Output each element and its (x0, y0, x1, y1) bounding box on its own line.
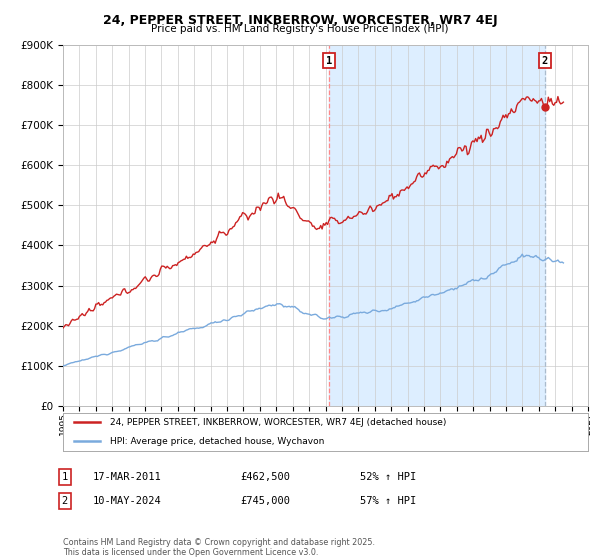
Text: HPI: Average price, detached house, Wychavon: HPI: Average price, detached house, Wych… (110, 437, 325, 446)
Text: Price paid vs. HM Land Registry's House Price Index (HPI): Price paid vs. HM Land Registry's House … (151, 24, 449, 34)
Text: 2: 2 (542, 55, 548, 66)
Text: £745,000: £745,000 (240, 496, 290, 506)
Text: 24, PEPPER STREET, INKBERROW, WORCESTER, WR7 4EJ (detached house): 24, PEPPER STREET, INKBERROW, WORCESTER,… (110, 418, 446, 427)
Text: 10-MAY-2024: 10-MAY-2024 (93, 496, 162, 506)
Text: 52% ↑ HPI: 52% ↑ HPI (360, 472, 416, 482)
Text: 1: 1 (62, 472, 68, 482)
Text: 2: 2 (62, 496, 68, 506)
Text: 1: 1 (326, 55, 332, 66)
Bar (329, 45, 545, 406)
Text: £462,500: £462,500 (240, 472, 290, 482)
Text: 24, PEPPER STREET, INKBERROW, WORCESTER, WR7 4EJ: 24, PEPPER STREET, INKBERROW, WORCESTER,… (103, 14, 497, 27)
Text: Contains HM Land Registry data © Crown copyright and database right 2025.
This d: Contains HM Land Registry data © Crown c… (63, 538, 375, 557)
Text: 17-MAR-2011: 17-MAR-2011 (93, 472, 162, 482)
Text: 57% ↑ HPI: 57% ↑ HPI (360, 496, 416, 506)
